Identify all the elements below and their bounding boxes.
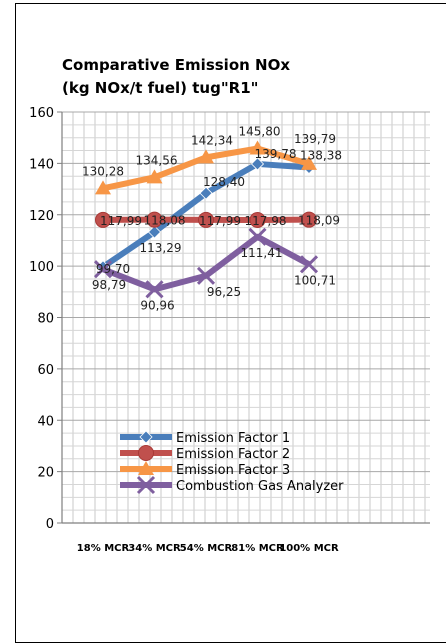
x-tick-label: 18% MCR (77, 543, 130, 554)
legend-label: Emission Factor 3 (176, 463, 290, 478)
data-label: 118,08 (144, 214, 186, 228)
data-label: 128,40 (203, 175, 245, 189)
y-tick-label: 0 (46, 517, 54, 532)
y-tick-label: 40 (37, 414, 54, 429)
y-tick-label: 160 (29, 106, 54, 121)
data-label: 117,99 (199, 214, 241, 228)
legend-label: Emission Factor 1 (176, 431, 290, 446)
data-label: 117,98 (245, 214, 287, 228)
y-tick-label: 100 (29, 260, 54, 275)
data-label: 90,96 (140, 298, 174, 312)
legend-label: Emission Factor 2 (176, 447, 290, 462)
y-tick-label: 20 (37, 466, 54, 481)
data-label: 99,70 (96, 262, 130, 276)
x-tick-label: 100% MCR (279, 543, 339, 554)
data-label: 138,38 (300, 149, 342, 163)
y-tick-label: 120 (29, 209, 54, 224)
x-tick-label: 34% MCR (128, 543, 181, 554)
chart-title-line1: Comparative Emission NOx (62, 56, 290, 74)
data-label: 142,34 (191, 133, 233, 147)
data-label: 111,41 (241, 246, 283, 260)
data-label: 113,29 (140, 241, 182, 255)
data-label: 117,99 (100, 214, 142, 228)
data-label: 139,79 (294, 132, 336, 146)
x-tick-label: 81% MCR (231, 543, 284, 554)
x-tick-label: 54% MCR (180, 543, 233, 554)
chart-title-line2: (kg NOx/t fuel) tug"R1" (62, 79, 258, 97)
y-tick-label: 140 (29, 157, 54, 172)
data-label: 134,56 (136, 153, 178, 167)
data-label: 130,28 (82, 164, 124, 178)
data-label: 98,79 (92, 278, 126, 292)
emission-chart: Comparative Emission NOx (kg NOx/t fuel)… (0, 0, 446, 628)
y-tick-label: 80 (37, 312, 54, 327)
data-point (139, 446, 154, 461)
data-label: 145,80 (239, 124, 281, 138)
data-label: 100,71 (294, 273, 336, 287)
data-label: 96,25 (207, 285, 241, 299)
legend-label: Combustion Gas Analyzer (176, 479, 344, 494)
y-tick-label: 60 (37, 363, 54, 378)
data-label: 118,09 (298, 214, 340, 228)
data-label: 139,78 (255, 147, 297, 161)
